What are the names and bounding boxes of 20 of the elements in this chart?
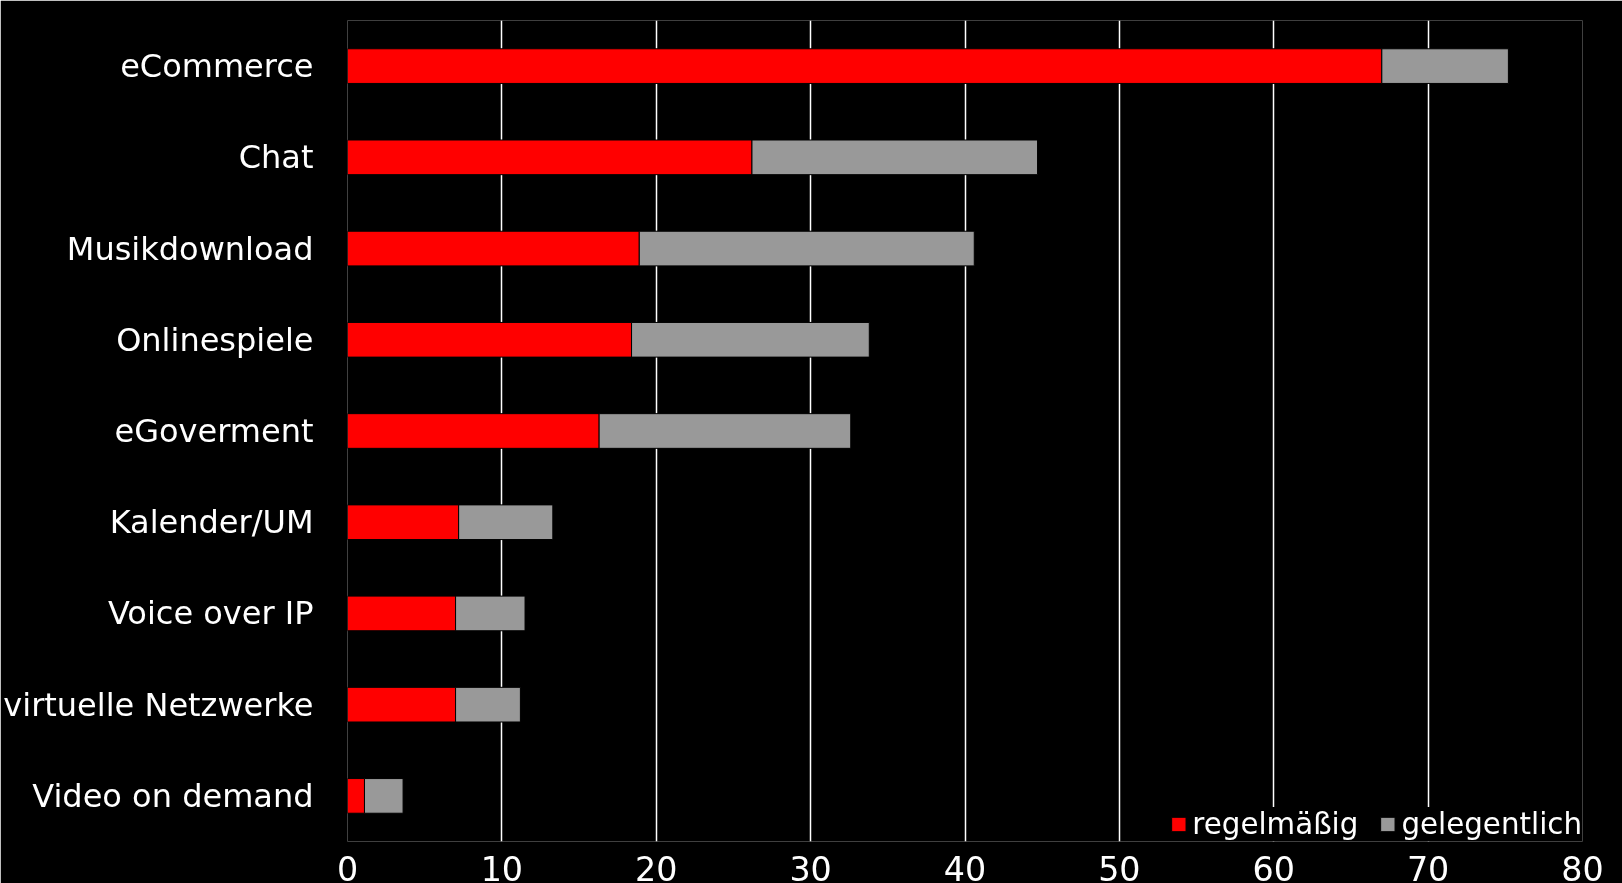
- x-tick-label: 80: [1561, 849, 1604, 883]
- y-tick-label: Musikdownload: [66, 229, 314, 268]
- x-tick-label: 40: [943, 849, 987, 883]
- y-tick-label: virtuelle Netzwerke: [3, 685, 314, 724]
- y-tick-label: Kalender/UM: [109, 503, 314, 542]
- x-tick-label: 30: [789, 849, 832, 883]
- y-tick-label: Onlinespiele: [116, 320, 314, 359]
- legend-label: gelegentlich: [1401, 807, 1582, 841]
- y-tick-label: eCommerce: [120, 47, 314, 86]
- x-tick-label: 20: [635, 849, 678, 883]
- x-tick-label: 70: [1406, 849, 1450, 883]
- x-tick-label: 0: [336, 849, 359, 883]
- x-tick-label: 60: [1252, 849, 1295, 883]
- y-tick-label: Voice over IP: [107, 594, 314, 633]
- x-tick-label: 10: [480, 849, 524, 883]
- legend-label: regelmäßig: [1192, 807, 1359, 841]
- y-tick-label: eGoverment: [114, 412, 314, 450]
- x-tick-label: 50: [1098, 849, 1141, 883]
- y-tick-label: Video on demand: [32, 776, 314, 815]
- y-tick-label: Chat: [238, 138, 314, 177]
